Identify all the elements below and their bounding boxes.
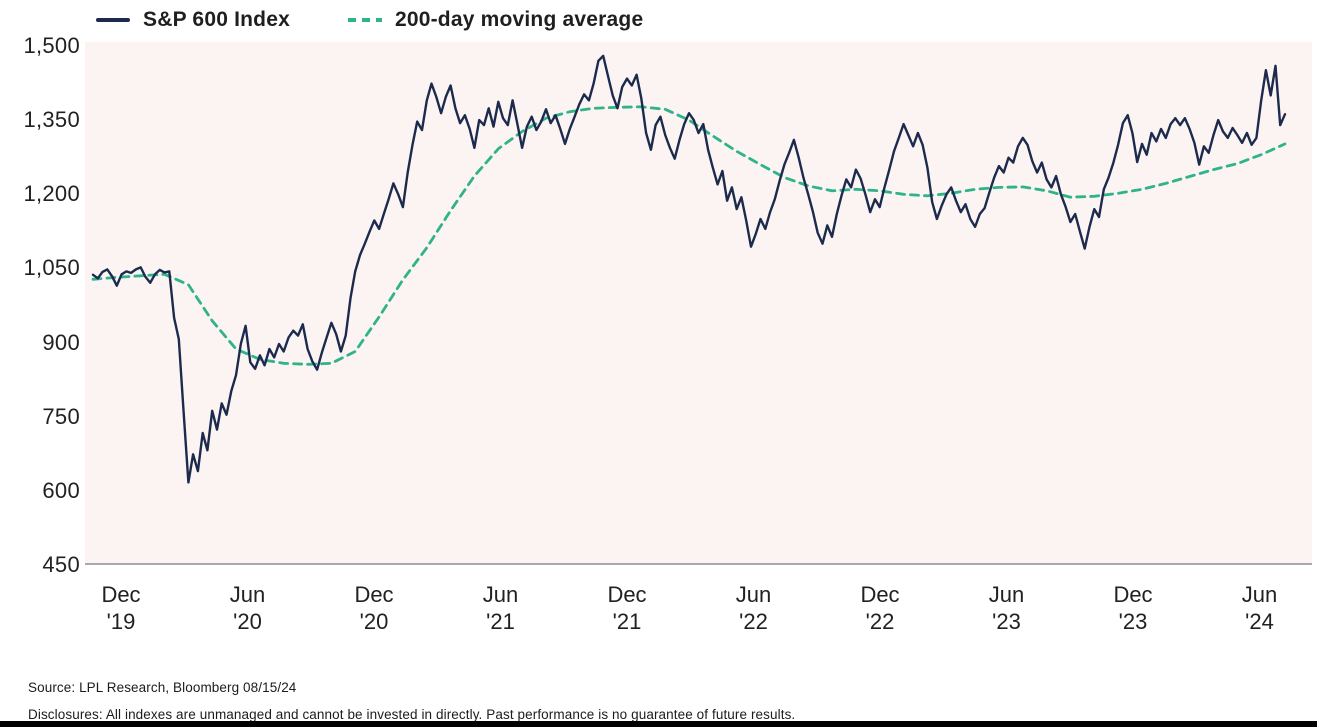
y-tick-label: 450 bbox=[42, 552, 80, 577]
legend-label-index: S&P 600 Index bbox=[143, 8, 290, 31]
x-tick-year: '19 bbox=[106, 609, 136, 634]
y-tick-label: 1,200 bbox=[23, 181, 80, 207]
source-note: Source: LPL Research, Bloomberg 08/15/24 bbox=[28, 680, 297, 695]
x-tick-year: '21 bbox=[612, 609, 642, 634]
x-tick-label: Jun '22 bbox=[716, 581, 792, 635]
x-tick-label: Jun '24 bbox=[1222, 581, 1298, 635]
x-axis-line bbox=[85, 563, 1312, 565]
x-tick-month: Dec bbox=[1113, 582, 1153, 607]
y-tick-label: 1,350 bbox=[23, 107, 80, 133]
disclosures-note: Disclosures: All indexes are unmanaged a… bbox=[28, 707, 796, 722]
x-tick-label: Dec '19 bbox=[83, 581, 159, 635]
x-tick-month: Dec bbox=[607, 582, 647, 607]
y-tick-label: 1,050 bbox=[23, 255, 80, 281]
solid-line-swatch-icon bbox=[96, 18, 130, 22]
x-tick-year: '23 bbox=[1118, 609, 1148, 634]
x-tick-label: Dec '20 bbox=[336, 581, 412, 635]
x-tick-month: Jun bbox=[229, 582, 266, 607]
x-tick-year: '24 bbox=[1245, 609, 1274, 634]
plot-area bbox=[85, 42, 1312, 564]
x-tick-month: Jun bbox=[735, 582, 772, 607]
bottom-border-bar bbox=[0, 721, 1317, 727]
moving-average-line bbox=[91, 105, 1287, 366]
chart-legend: S&P 600 Index 200-day moving average bbox=[96, 8, 643, 32]
x-tick-year: '23 bbox=[992, 609, 1021, 634]
y-tick-label: 900 bbox=[42, 329, 80, 355]
x-tick-year: '22 bbox=[739, 609, 768, 634]
legend-label-moving-average: 200-day moving average bbox=[394, 8, 644, 31]
x-tick-month: Jun bbox=[1241, 582, 1278, 607]
x-tick-label: Dec '22 bbox=[842, 581, 918, 635]
x-tick-label: Jun '23 bbox=[969, 581, 1045, 635]
x-tick-year: '22 bbox=[865, 609, 895, 634]
x-tick-year: '20 bbox=[233, 609, 262, 634]
x-tick-label: Jun '21 bbox=[463, 581, 539, 635]
dashed-line-swatch-icon bbox=[347, 18, 382, 22]
x-tick-label: Dec '21 bbox=[589, 581, 665, 635]
x-tick-month: Dec bbox=[860, 582, 900, 607]
y-tick-label: 600 bbox=[42, 477, 80, 503]
x-tick-label: Jun '20 bbox=[210, 581, 286, 635]
x-tick-month: Jun bbox=[482, 582, 519, 607]
x-tick-year: '21 bbox=[486, 609, 515, 634]
index-price-line bbox=[91, 54, 1287, 484]
x-tick-month: Jun bbox=[988, 582, 1025, 607]
x-tick-month: Dec bbox=[354, 582, 394, 607]
legend-item-index: S&P 600 Index bbox=[96, 8, 290, 32]
x-tick-month: Dec bbox=[101, 582, 141, 607]
y-tick-label: 1,500 bbox=[23, 33, 80, 58]
x-tick-year: '20 bbox=[359, 609, 389, 634]
y-tick-label: 750 bbox=[42, 403, 80, 429]
x-tick-label: Dec '23 bbox=[1095, 581, 1171, 635]
legend-item-moving-average: 200-day moving average bbox=[347, 8, 644, 32]
